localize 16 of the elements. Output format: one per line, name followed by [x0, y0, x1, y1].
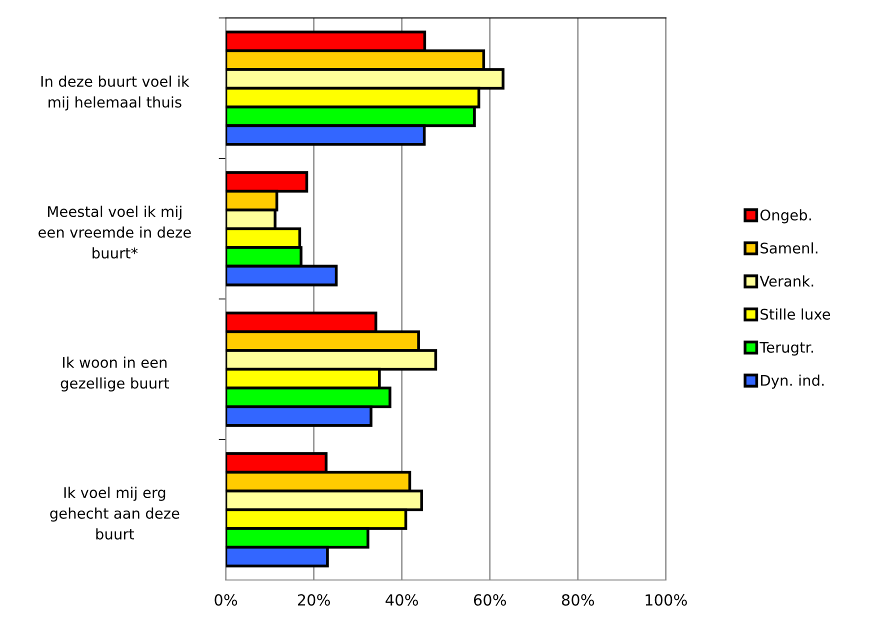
x-tick-label: 60% — [474, 594, 506, 606]
legend-label: Verank. — [760, 275, 814, 287]
y-tick-label: Ik woon in een gezellige buurt — [60, 356, 169, 392]
y-tick-label: In deze buurt voel ik mij helemaal thuis — [41, 76, 190, 110]
legend-label: Terugtr. — [760, 342, 813, 356]
x-tick-label: 80% — [562, 594, 594, 606]
x-tick-label: 100% — [646, 594, 687, 606]
y-tick-label: Meestal voel ik mij een vreemde in deze buurt* — [38, 206, 191, 259]
x-tick-label: 40% — [386, 594, 418, 606]
legend-label: Ongeb. — [760, 209, 811, 224]
y-tick-label: Ik voel mij erg gehecht aan deze buurt — [50, 486, 180, 540]
legend-label: Dyn. ind. — [761, 374, 824, 389]
x-tick-label: 0% — [214, 594, 238, 606]
legend-label: Stille luxe — [760, 308, 830, 320]
legend-label: Samenl. — [760, 242, 818, 254]
x-tick-label: 20% — [298, 594, 330, 606]
